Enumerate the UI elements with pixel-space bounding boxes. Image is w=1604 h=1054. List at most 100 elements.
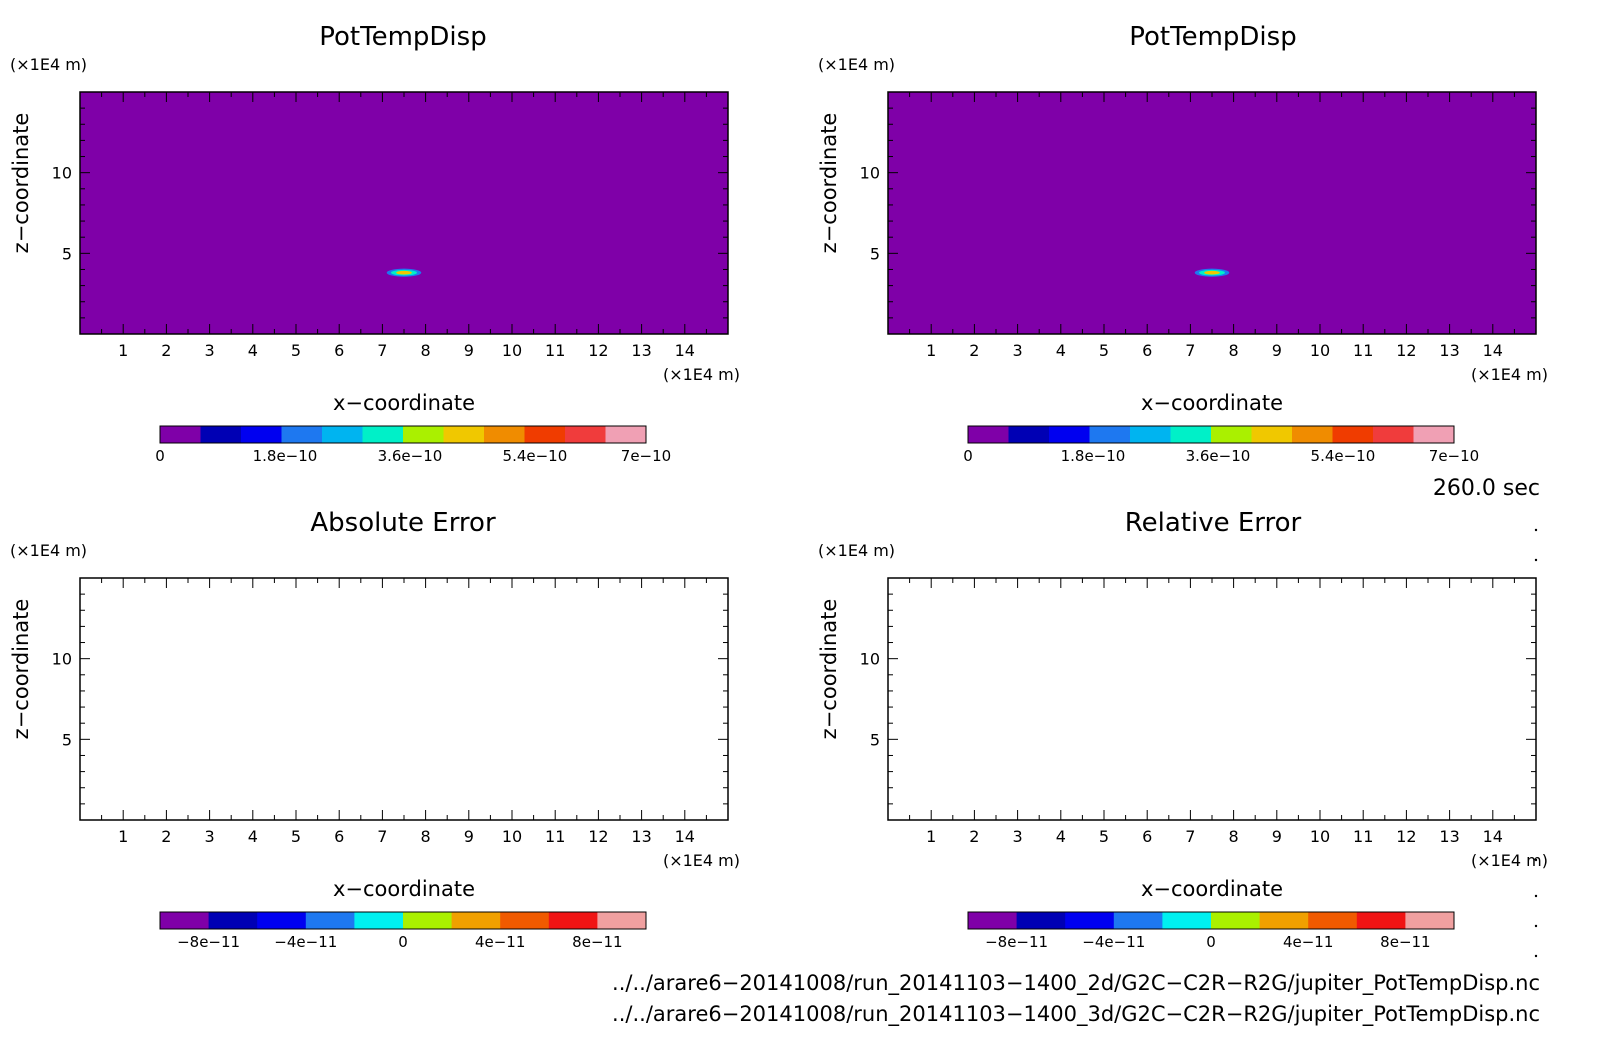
x-tick-label: 9 <box>464 341 474 360</box>
y-tick-label: 10 <box>52 650 72 669</box>
colorbar-swatch <box>1008 426 1050 443</box>
colorbar-swatch <box>241 426 282 443</box>
x-axis-label: x−coordinate <box>1141 391 1283 415</box>
edge-dot <box>1534 894 1538 898</box>
colorbar-swatch <box>565 426 606 443</box>
colorbar-swatch <box>443 426 485 443</box>
x-unit-label: (×1E4 m) <box>1471 365 1548 384</box>
colorbar-swatch <box>524 426 566 443</box>
x-tick-label: 10 <box>1310 341 1330 360</box>
x-tick-label: 5 <box>1099 341 1109 360</box>
y-tick-label: 5 <box>62 244 72 263</box>
colorbar-swatch <box>1113 912 1163 929</box>
colorbar-swatch <box>1170 426 1212 443</box>
y-tick-label: 10 <box>860 650 880 669</box>
edge-dot <box>1534 858 1538 862</box>
edge-dot <box>1534 528 1538 532</box>
x-tick-label: 6 <box>1142 827 1152 846</box>
y-axis-label: z−coordinate <box>817 599 841 740</box>
x-tick-label: 3 <box>1013 827 1023 846</box>
y-unit-label: (×1E4 m) <box>10 541 87 560</box>
x-tick-label: 12 <box>588 341 608 360</box>
colorbar-swatch <box>1308 912 1358 929</box>
x-tick-label: 14 <box>675 341 695 360</box>
anomaly-core <box>396 270 412 275</box>
colorbar-swatch <box>548 912 598 929</box>
colorbar-swatch <box>605 426 647 443</box>
colorbar-swatch <box>281 426 323 443</box>
y-axis-label: z−coordinate <box>9 113 33 254</box>
colorbar-swatch <box>1089 426 1131 443</box>
x-tick-label: 11 <box>545 827 565 846</box>
x-tick-label: 12 <box>588 827 608 846</box>
file-path-1: ../../arare6−20141008/run_20141103−1400_… <box>612 971 1540 996</box>
panel-p4: Relative Error(×1E4 m)1 2 3 4 5 6 7 8 9 10 11 12 13 1… <box>817 508 1548 951</box>
x-tick-label: 11 <box>1353 827 1373 846</box>
colorbar-swatch <box>1259 912 1309 929</box>
x-tick-label: 7 <box>1185 341 1195 360</box>
x-tick-label: 7 <box>377 341 387 360</box>
colorbar-swatch <box>160 426 201 443</box>
y-tick-label: 5 <box>62 730 72 749</box>
edge-dot <box>1534 558 1538 562</box>
colorbar-swatch <box>451 912 501 929</box>
panel-title: Relative Error <box>1125 508 1302 538</box>
x-tick-label: 9 <box>1272 341 1282 360</box>
colorbar-swatch <box>403 426 444 443</box>
y-unit-label: (×1E4 m) <box>818 541 895 560</box>
colorbar-swatch <box>1016 912 1066 929</box>
x-tick-label: 8 <box>421 341 431 360</box>
x-unit-label: (×1E4 m) <box>663 851 740 870</box>
right-edge-marks <box>1534 528 1538 958</box>
x-tick-label: 4 <box>248 341 258 360</box>
x-tick-label: 5 <box>291 341 301 360</box>
panel-title: PotTempDisp <box>1129 22 1296 52</box>
x-tick-label: 2 <box>969 341 979 360</box>
x-tick-label: 1 <box>118 341 128 360</box>
colorbar-tick-label: 3.6e−10 <box>378 447 443 465</box>
plot-field <box>80 578 728 820</box>
colorbar-tick-label: 7e−10 <box>621 447 671 465</box>
x-tick-label: 1 <box>926 341 936 360</box>
colorbar-frame <box>967 425 1455 444</box>
x-tick-label: 12 <box>1396 827 1416 846</box>
x-tick-label: 5 <box>1099 827 1109 846</box>
colorbar-swatch <box>1049 426 1090 443</box>
colorbar-tick-label: 3.6e−10 <box>1186 447 1251 465</box>
file-path-2: ../../arare6−20141008/run_20141103−1400_… <box>612 1002 1540 1027</box>
y-tick-label: 10 <box>860 164 880 183</box>
x-tick-label: 8 <box>421 827 431 846</box>
y-tick-label: 5 <box>870 244 880 263</box>
x-tick-label: 1 <box>926 827 936 846</box>
colorbar-swatch <box>200 426 242 443</box>
x-axis-label: x−coordinate <box>333 391 475 415</box>
colorbar-swatch <box>322 426 363 443</box>
panel-p2: PotTempDisp(×1E4 m)1 2 3 4 5 6 7 8 9 10 11 12 13 1451… <box>817 22 1548 465</box>
x-tick-label: 13 <box>631 341 651 360</box>
panel-title: Absolute Error <box>310 508 496 538</box>
anomaly-core <box>1204 270 1220 275</box>
y-tick-label: 10 <box>52 164 72 183</box>
colorbar-tick-label: 5.4e−10 <box>1311 447 1376 465</box>
x-tick-label: 10 <box>502 827 522 846</box>
colorbar-swatch <box>1130 426 1171 443</box>
colorbar-swatch <box>1211 426 1252 443</box>
colorbar-swatch <box>500 912 550 929</box>
x-tick-label: 9 <box>1272 827 1282 846</box>
y-axis-label: z−coordinate <box>817 113 841 254</box>
x-tick-label: 7 <box>1185 827 1195 846</box>
colorbar-frame <box>967 911 1455 930</box>
x-tick-label: 10 <box>1310 827 1330 846</box>
x-tick-label: 13 <box>1439 827 1459 846</box>
edge-dot <box>1534 954 1538 958</box>
colorbar-swatch <box>160 912 210 929</box>
colorbar-swatch <box>1373 426 1414 443</box>
x-tick-label: 14 <box>675 827 695 846</box>
colorbar-swatch <box>1356 912 1406 929</box>
x-unit-label: (×1E4 m) <box>663 365 740 384</box>
x-tick-label: 3 <box>205 827 215 846</box>
x-tick-label: 6 <box>334 341 344 360</box>
x-tick-label: 7 <box>377 827 387 846</box>
colorbar-swatch <box>484 426 525 443</box>
x-unit-label: (×1E4 m) <box>1471 851 1548 870</box>
